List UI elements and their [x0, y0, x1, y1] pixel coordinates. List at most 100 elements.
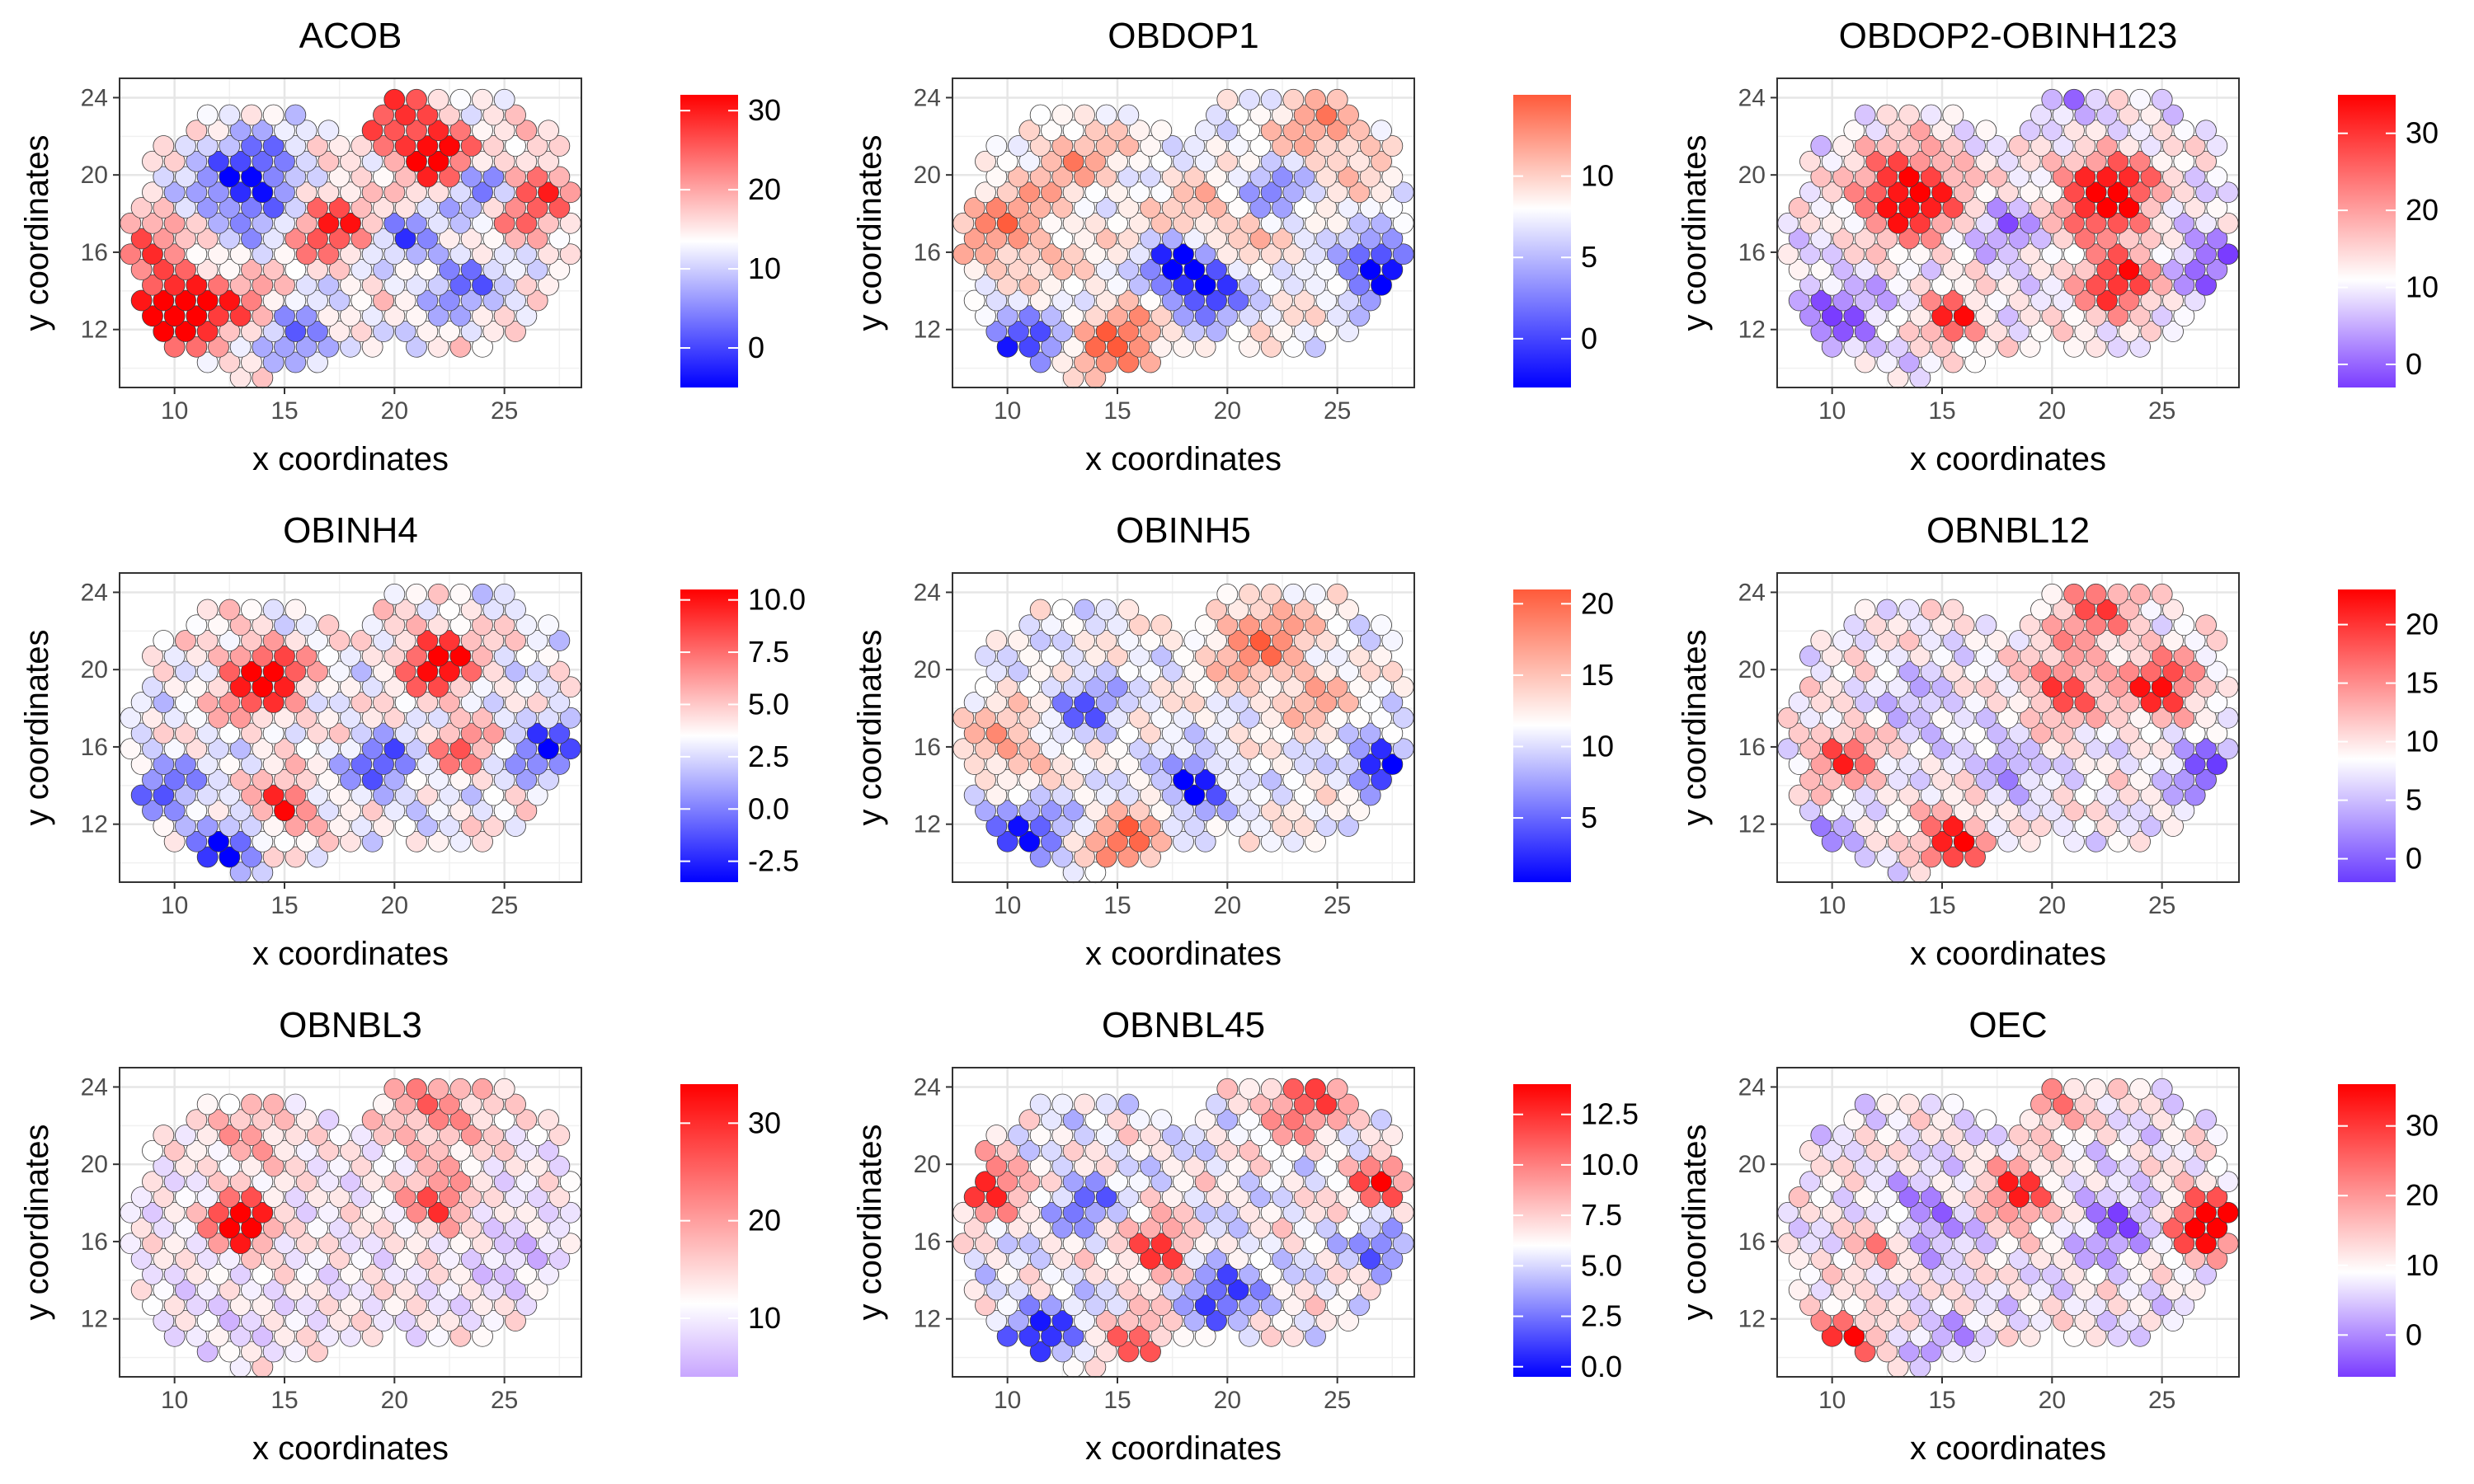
data-point: [548, 722, 571, 744]
data-point: [1128, 1139, 1150, 1162]
data-point: [1249, 754, 1272, 775]
data-point: [1206, 660, 1227, 683]
data-point: [340, 1263, 361, 1285]
data-point: [1173, 1139, 1194, 1162]
data-point: [1206, 1093, 1227, 1115]
data-point: [2096, 630, 2118, 651]
data-point: [1975, 212, 1997, 234]
data-point: [1084, 120, 1107, 142]
data-point: [1140, 1155, 1161, 1177]
data-point: [472, 1263, 493, 1285]
data-point: [1260, 88, 1282, 110]
data-point: [229, 150, 252, 172]
data-point: [394, 259, 416, 280]
data-point: [1206, 784, 1227, 806]
data-point: [1931, 768, 1953, 791]
data-point: [1249, 722, 1272, 744]
data-point: [996, 243, 1018, 265]
data-point: [1898, 660, 1920, 683]
data-point: [1909, 150, 1931, 172]
data-point: [427, 150, 449, 172]
data-point: [1854, 1279, 1876, 1301]
data-point: [1909, 738, 1931, 760]
data-point: [373, 692, 394, 713]
x-tick-label: 20: [1214, 397, 1241, 425]
data-point: [2107, 1201, 2129, 1223]
data-point: [340, 1233, 361, 1255]
data-point: [1953, 1233, 1975, 1255]
data-point: [1183, 197, 1206, 218]
data-point: [2085, 676, 2107, 698]
data-point: [439, 1155, 460, 1177]
data-point: [373, 1155, 394, 1177]
data-point: [1084, 274, 1107, 296]
data-point: [1305, 1263, 1326, 1285]
colorbar-label: 20: [2406, 608, 2439, 641]
data-point: [1326, 150, 1348, 172]
data-point: [208, 645, 229, 667]
data-point: [482, 289, 505, 312]
data-point: [2162, 1310, 2184, 1331]
data-point: [427, 1325, 449, 1347]
data-point: [439, 754, 460, 775]
colorbar-label: 10: [2406, 270, 2439, 304]
data-point: [439, 660, 460, 683]
data-point: [2019, 1233, 2041, 1255]
data-point: [186, 1109, 208, 1131]
data-point: [1931, 243, 1953, 265]
data-point: [1931, 1325, 1953, 1347]
data-point: [229, 305, 252, 327]
data-point: [505, 1155, 526, 1177]
data-point: [1986, 1125, 2008, 1146]
data-point: [1381, 135, 1404, 157]
data-point: [1239, 1294, 1260, 1317]
data-point: [1051, 846, 1074, 868]
data-point: [505, 228, 526, 250]
data-point: [1084, 305, 1107, 327]
data-point: [1876, 1155, 1898, 1177]
data-point: [439, 104, 460, 126]
data-point: [1371, 181, 1392, 204]
data-point: [1338, 1217, 1359, 1239]
data-point: [1348, 181, 1371, 204]
data-point: [1128, 212, 1150, 234]
data-point: [1051, 1341, 1074, 1363]
data-point: [307, 289, 328, 312]
data-point: [1128, 800, 1150, 822]
data-point: [2030, 135, 2052, 157]
data-point: [130, 722, 153, 744]
data-point: [394, 166, 416, 188]
data-point: [2008, 1155, 2030, 1177]
data-point: [2173, 676, 2195, 698]
data-point: [1953, 1294, 1975, 1317]
data-point: [2140, 289, 2162, 312]
data-point: [317, 243, 340, 265]
x-tick-label: 10: [161, 1387, 188, 1414]
data-point: [1381, 1248, 1404, 1270]
data-point: [340, 830, 361, 852]
data-point: [1997, 1294, 2019, 1317]
data-point: [1216, 1263, 1239, 1285]
data-point: [252, 645, 274, 667]
data-point: [1876, 104, 1898, 126]
data-point: [406, 1109, 427, 1131]
data-point: [317, 274, 340, 296]
data-point: [373, 289, 394, 312]
data-point: [1249, 289, 1272, 312]
data-point: [1953, 150, 1975, 172]
data-point: [328, 1248, 350, 1270]
x-axis-label: x coordinates: [1085, 1430, 1282, 1467]
data-point: [1876, 135, 1898, 157]
data-point: [1239, 614, 1260, 636]
data-point: [1239, 676, 1260, 698]
data-point: [350, 1125, 373, 1146]
data-point: [1964, 1155, 1986, 1177]
data-point: [1338, 1155, 1359, 1177]
data-point: [2129, 738, 2151, 760]
data-point: [526, 660, 548, 683]
data-point: [1216, 1078, 1239, 1100]
data-point: [1041, 614, 1062, 636]
data-point: [1183, 1279, 1206, 1301]
data-point: [1029, 228, 1051, 250]
data-point: [1008, 1155, 1029, 1177]
